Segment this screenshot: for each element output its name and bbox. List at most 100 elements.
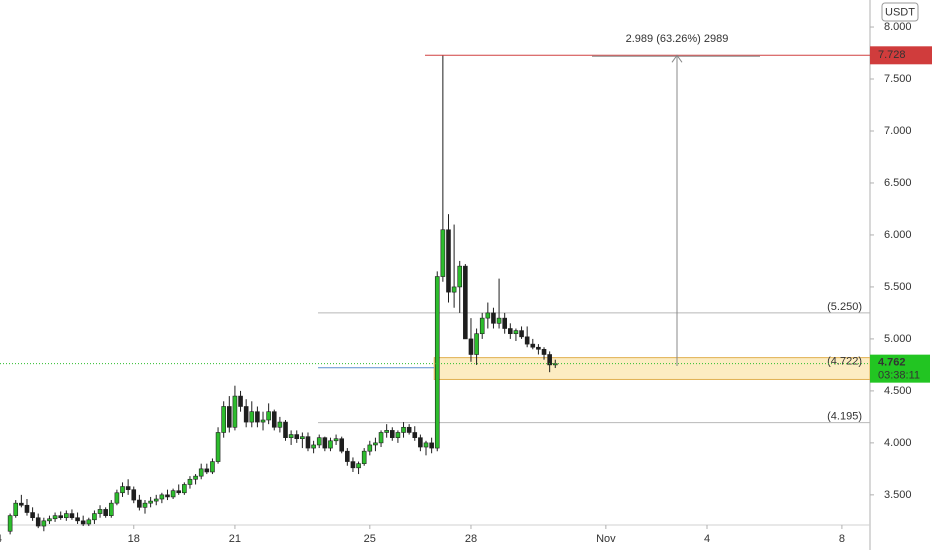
candle-body bbox=[142, 502, 148, 508]
candle-body bbox=[221, 406, 226, 433]
candle-body bbox=[508, 328, 513, 335]
candle-body bbox=[283, 421, 288, 438]
x-tick-label: 4 bbox=[0, 533, 2, 545]
candle-body bbox=[125, 486, 131, 490]
candle-body bbox=[215, 432, 221, 462]
candle-body bbox=[491, 312, 496, 324]
candle-body bbox=[412, 432, 418, 438]
candle-body bbox=[249, 411, 255, 423]
candle-body bbox=[345, 450, 350, 462]
candle-body bbox=[153, 498, 159, 502]
candle-body bbox=[41, 520, 47, 527]
candle-body bbox=[24, 504, 30, 513]
y-tick-label: 6.000 bbox=[884, 229, 912, 241]
candle-body bbox=[547, 354, 552, 366]
candle-body bbox=[339, 438, 345, 452]
y-tick-label: 5.000 bbox=[884, 333, 912, 345]
measure-label: 2.989 (63.26%) 2989 bbox=[626, 33, 729, 45]
candle-body bbox=[502, 317, 507, 329]
candle-body bbox=[406, 426, 412, 433]
y-tick-label: 4.000 bbox=[884, 437, 912, 449]
y-tick-label: 8.000 bbox=[884, 21, 912, 33]
candle-body bbox=[19, 502, 24, 506]
level-label: (5.250) bbox=[827, 301, 862, 313]
candle-body bbox=[260, 419, 266, 423]
candle-body bbox=[182, 484, 187, 494]
candle-body bbox=[58, 515, 63, 519]
candle-body bbox=[13, 502, 19, 516]
y-tick-label: 7.000 bbox=[884, 125, 912, 137]
candle-body bbox=[524, 336, 530, 345]
candle-body bbox=[198, 468, 204, 477]
candle-body bbox=[322, 437, 328, 449]
candle-body bbox=[446, 229, 451, 293]
candle-body bbox=[187, 478, 193, 485]
candle-body bbox=[80, 520, 86, 525]
candle-body bbox=[361, 450, 367, 464]
x-tick-label: Nov bbox=[596, 533, 616, 545]
candle-body bbox=[238, 395, 243, 407]
candle-body bbox=[108, 502, 114, 516]
candle-body bbox=[75, 517, 80, 522]
candle-body bbox=[69, 513, 75, 519]
level-label: (4.722) bbox=[827, 356, 862, 368]
candle-body bbox=[418, 437, 423, 448]
candle-body bbox=[227, 406, 232, 428]
candle-body bbox=[496, 317, 502, 324]
currency-box bbox=[881, 2, 919, 22]
y-tick-label: 4.500 bbox=[884, 385, 912, 397]
candle-body bbox=[373, 442, 378, 446]
candle-body bbox=[401, 426, 406, 433]
y-tick-label: 5.500 bbox=[884, 281, 912, 293]
candle-body bbox=[294, 434, 300, 440]
currency: USDT bbox=[885, 6, 915, 18]
candle-body bbox=[485, 312, 491, 319]
y-tick-label: 6.500 bbox=[884, 177, 912, 189]
candle-body bbox=[541, 349, 547, 355]
candle-body bbox=[440, 229, 446, 277]
high-price-label: 7.728 bbox=[878, 49, 906, 61]
candle-body bbox=[305, 436, 311, 449]
candle-body bbox=[193, 475, 198, 480]
candle-body bbox=[367, 444, 373, 452]
candle-body bbox=[47, 518, 52, 522]
candle-body bbox=[210, 461, 215, 473]
candle-body bbox=[536, 346, 541, 350]
candle-body bbox=[328, 440, 333, 449]
candle-body bbox=[311, 444, 316, 449]
candle-body bbox=[384, 430, 389, 433]
candle-body bbox=[271, 411, 277, 428]
candle-body bbox=[350, 461, 356, 469]
candle-body bbox=[316, 437, 322, 446]
candle-body bbox=[30, 512, 35, 519]
candle-body bbox=[468, 338, 474, 355]
y-tick-label: 3.500 bbox=[884, 489, 912, 501]
candle-body bbox=[451, 286, 457, 293]
candle-body bbox=[474, 333, 479, 355]
candle-body bbox=[170, 490, 176, 498]
candle-body bbox=[86, 519, 92, 525]
candle-body bbox=[266, 411, 271, 421]
candle-body bbox=[243, 406, 249, 423]
candle-body bbox=[35, 517, 41, 527]
candle-body bbox=[7, 515, 13, 532]
candle-body bbox=[519, 330, 524, 338]
x-tick-label: 18 bbox=[128, 533, 140, 545]
candle-body bbox=[277, 421, 283, 428]
candle-body bbox=[530, 343, 536, 348]
candle-body bbox=[288, 434, 294, 438]
candle-body bbox=[429, 442, 434, 449]
zone bbox=[433, 357, 871, 380]
candle-body bbox=[165, 494, 170, 498]
candle-body bbox=[64, 513, 69, 519]
candle-body bbox=[333, 438, 339, 442]
candle-body bbox=[423, 442, 429, 448]
candle-body bbox=[137, 499, 142, 508]
x-tick-label: 4 bbox=[704, 533, 710, 545]
candle-body bbox=[176, 490, 182, 494]
last-price-label: 4.762 bbox=[878, 357, 906, 369]
level-label: (4.195) bbox=[827, 411, 862, 423]
measure-arrow-head bbox=[671, 54, 683, 63]
candle-body bbox=[389, 430, 395, 438]
